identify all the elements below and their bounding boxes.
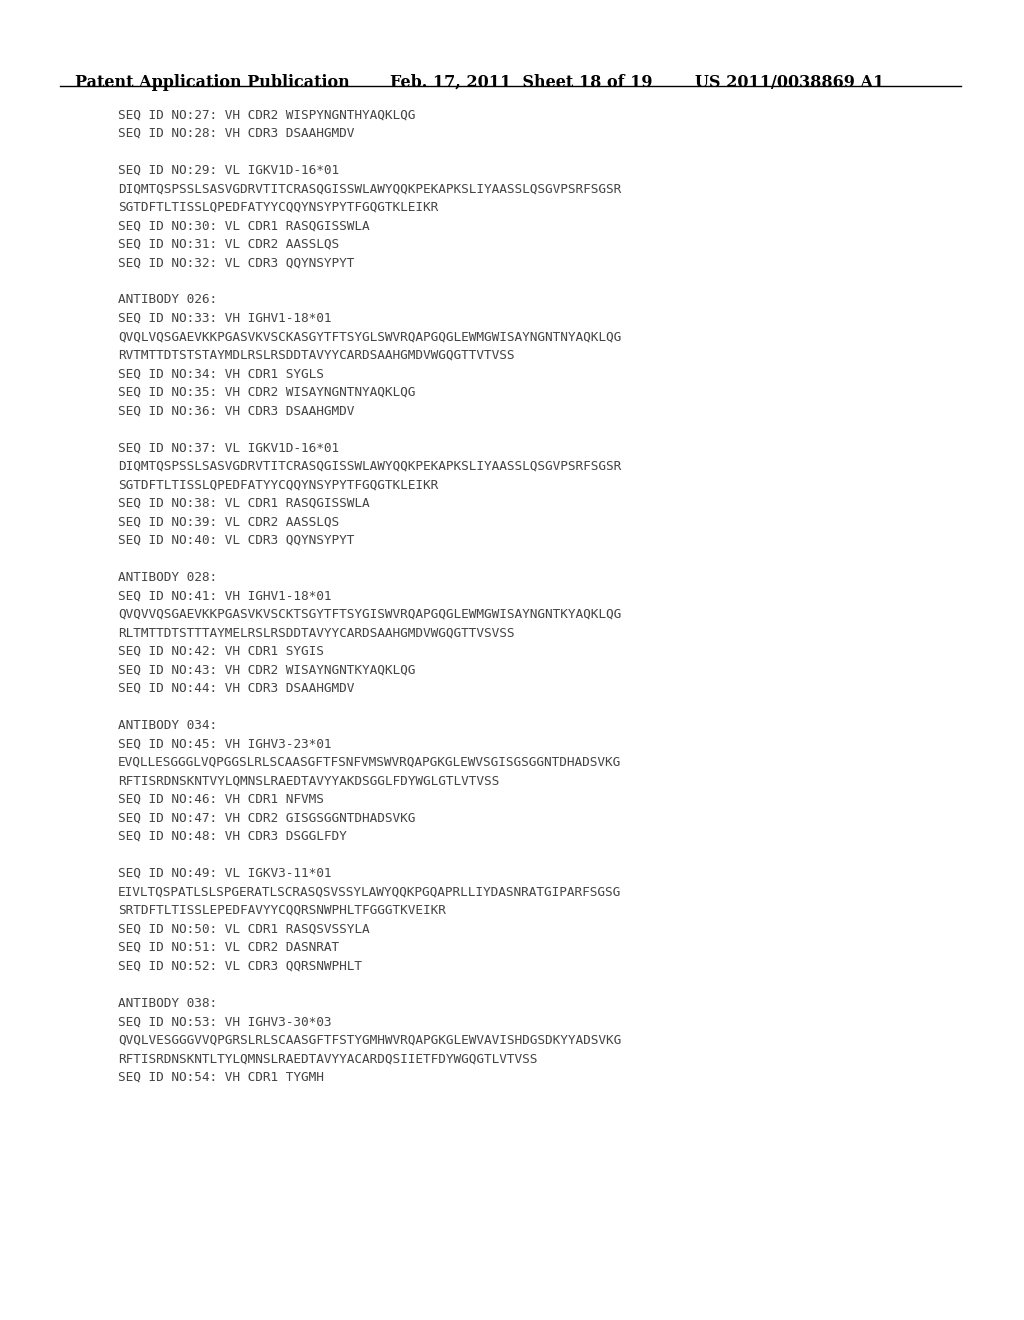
Text: SGTDFTLTISSLQPEDFATYYCQQYNSYPYTFGQGTKLEIKR: SGTDFTLTISSLQPEDFATYYCQQYNSYPYTFGQGTKLEI… <box>118 201 438 214</box>
Text: Feb. 17, 2011  Sheet 18 of 19: Feb. 17, 2011 Sheet 18 of 19 <box>390 74 652 91</box>
Text: SEQ ID NO:27: VH CDR2 WISPYNGNTHYAQKLQG: SEQ ID NO:27: VH CDR2 WISPYNGNTHYAQKLQG <box>118 108 415 121</box>
Text: QVQLVESGGGVVQPGRSLRLSCAASGFTFSTYGMHWVRQAPGKGLEWVAVISHDGSDKYYADSVKG: QVQLVESGGGVVQPGRSLRLSCAASGFTFSTYGMHWVRQA… <box>118 1034 621 1047</box>
Text: SEQ ID NO:47: VH CDR2 GISGSGGNTDHADSVKG: SEQ ID NO:47: VH CDR2 GISGSGGNTDHADSVKG <box>118 812 415 825</box>
Text: SEQ ID NO:34: VH CDR1 SYGLS: SEQ ID NO:34: VH CDR1 SYGLS <box>118 367 324 380</box>
Text: RFTISRDNSKNTVYLQMNSLRAEDTAVYYAKDSGGLFDYWGLGTLVTVSS: RFTISRDNSKNTVYLQMNSLRAEDTAVYYAKDSGGLFDYW… <box>118 775 499 788</box>
Text: SEQ ID NO:50: VL CDR1 RASQSVSSYLA: SEQ ID NO:50: VL CDR1 RASQSVSSYLA <box>118 923 370 936</box>
Text: ANTIBODY 034:: ANTIBODY 034: <box>118 719 217 733</box>
Text: SEQ ID NO:36: VH CDR3 DSAAHGMDV: SEQ ID NO:36: VH CDR3 DSAAHGMDV <box>118 404 354 417</box>
Text: SEQ ID NO:51: VL CDR2 DASNRAT: SEQ ID NO:51: VL CDR2 DASNRAT <box>118 941 339 954</box>
Text: SEQ ID NO:31: VL CDR2 AASSLQS: SEQ ID NO:31: VL CDR2 AASSLQS <box>118 238 339 251</box>
Text: EIVLTQSPATLSLSPGERATLSCRASQSVSSYLAWYQQKPGQAPRLLIYDASNRATGIPARFSGSG: EIVLTQSPATLSLSPGERATLSCRASQSVSSYLAWYQQKP… <box>118 886 621 899</box>
Text: SEQ ID NO:45: VH IGHV3-23*01: SEQ ID NO:45: VH IGHV3-23*01 <box>118 738 331 751</box>
Text: Patent Application Publication: Patent Application Publication <box>75 74 349 91</box>
Text: RLTMTTDTSTTTAYMELRSLRSDDTAVYYCARDSAAHGMDVWGQGTTVSVSS: RLTMTTDTSTTTAYMELRSLRSDDTAVYYCARDSAAHGMD… <box>118 627 514 639</box>
Text: SEQ ID NO:44: VH CDR3 DSAAHGMDV: SEQ ID NO:44: VH CDR3 DSAAHGMDV <box>118 682 354 694</box>
Text: SGTDFTLTISSLQPEDFATYYCQQYNSYPYTFGQGTKLEIKR: SGTDFTLTISSLQPEDFATYYCQQYNSYPYTFGQGTKLEI… <box>118 478 438 491</box>
Text: ANTIBODY 028:: ANTIBODY 028: <box>118 570 217 583</box>
Text: SEQ ID NO:30: VL CDR1 RASQGISSWLA: SEQ ID NO:30: VL CDR1 RASQGISSWLA <box>118 219 370 232</box>
Text: SEQ ID NO:28: VH CDR3 DSAAHGMDV: SEQ ID NO:28: VH CDR3 DSAAHGMDV <box>118 127 354 140</box>
Text: SEQ ID NO:29: VL IGKV1D-16*01: SEQ ID NO:29: VL IGKV1D-16*01 <box>118 164 339 177</box>
Text: EVQLLESGGGLVQPGGSLRLSCAASGFTFSNFVMSWVRQAPGKGLEWVSGISGSGGNTDHADSVKG: EVQLLESGGGLVQPGGSLRLSCAASGFTFSNFVMSWVRQA… <box>118 756 621 770</box>
Text: ANTIBODY 038:: ANTIBODY 038: <box>118 997 217 1010</box>
Text: RVTMTTDTSTSTAYMDLRSLRSDDTAVYYCARDSAAHGMDVWGQGTTVTVSS: RVTMTTDTSTSTAYMDLRSLRSDDTAVYYCARDSAAHGMD… <box>118 348 514 362</box>
Text: SEQ ID NO:48: VH CDR3 DSGGLFDY: SEQ ID NO:48: VH CDR3 DSGGLFDY <box>118 830 346 843</box>
Text: QVQVVQSGAEVKKPGASVKVSCKTSGYTFTSYGISWVRQAPGQGLEWMGWISAYNGNTKYAQKLQG: QVQVVQSGAEVKKPGASVKVSCKTSGYTFTSYGISWVRQA… <box>118 609 621 620</box>
Text: ANTIBODY 026:: ANTIBODY 026: <box>118 293 217 306</box>
Text: SEQ ID NO:38: VL CDR1 RASQGISSWLA: SEQ ID NO:38: VL CDR1 RASQGISSWLA <box>118 496 370 510</box>
Text: DIQMTQSPSSLSASVGDRVTITCRASQGISSWLAWYQQKPEKAPKSLIYAASSLQSGVPSRFSGSR: DIQMTQSPSSLSASVGDRVTITCRASQGISSWLAWYQQKP… <box>118 182 621 195</box>
Text: RFTISRDNSKNТLTYLQMNSLRAEDTAVYYACARDQSIIETFDYWGQGTLVTVSS: RFTISRDNSKNТLTYLQMNSLRAEDTAVYYACARDQSIIE… <box>118 1052 538 1065</box>
Text: SEQ ID NO:33: VH IGHV1-18*01: SEQ ID NO:33: VH IGHV1-18*01 <box>118 312 331 325</box>
Text: SEQ ID NO:49: VL IGKV3-11*01: SEQ ID NO:49: VL IGKV3-11*01 <box>118 867 331 880</box>
Text: SRTDFTLTISSLEPEDFAVYYCQQRSNWPHLTFGGGTKVEIKR: SRTDFTLTISSLEPEDFAVYYCQQRSNWPHLTFGGGTKVE… <box>118 904 445 917</box>
Text: SEQ ID NO:40: VL CDR3 QQYNSYPYT: SEQ ID NO:40: VL CDR3 QQYNSYPYT <box>118 533 354 546</box>
Text: SEQ ID NO:54: VH CDR1 TYGMH: SEQ ID NO:54: VH CDR1 TYGMH <box>118 1071 324 1084</box>
Text: SEQ ID NO:43: VH CDR2 WISAYNGNTKYAQKLQG: SEQ ID NO:43: VH CDR2 WISAYNGNTKYAQKLQG <box>118 664 415 676</box>
Text: SEQ ID NO:53: VH IGHV3-30*03: SEQ ID NO:53: VH IGHV3-30*03 <box>118 1015 331 1028</box>
Text: SEQ ID NO:46: VH CDR1 NFVMS: SEQ ID NO:46: VH CDR1 NFVMS <box>118 793 324 807</box>
Text: QVQLVQSGAEVKKPGASVKVSCKASGYTFTSYGLSWVRQAPGQGLEWMGWISAYNGNTNYAQKLQG: QVQLVQSGAEVKKPGASVKVSCKASGYTFTSYGLSWVRQA… <box>118 330 621 343</box>
Text: SEQ ID NO:39: VL CDR2 AASSLQS: SEQ ID NO:39: VL CDR2 AASSLQS <box>118 515 339 528</box>
Text: SEQ ID NO:35: VH CDR2 WISAYNGNTNYAQKLQG: SEQ ID NO:35: VH CDR2 WISAYNGNTNYAQKLQG <box>118 385 415 399</box>
Text: SEQ ID NO:52: VL CDR3 QQRSNWPHLT: SEQ ID NO:52: VL CDR3 QQRSNWPHLT <box>118 960 361 973</box>
Text: SEQ ID NO:32: VL CDR3 QQYNSYPYT: SEQ ID NO:32: VL CDR3 QQYNSYPYT <box>118 256 354 269</box>
Text: SEQ ID NO:42: VH CDR1 SYGIS: SEQ ID NO:42: VH CDR1 SYGIS <box>118 645 324 657</box>
Text: DIQMTQSPSSLSASVGDRVTITCRASQGISSWLAWYQQKPEKAPKSLIYAASSLQSGVPSRFSGSR: DIQMTQSPSSLSASVGDRVTITCRASQGISSWLAWYQQKP… <box>118 459 621 473</box>
Text: SEQ ID NO:41: VH IGHV1-18*01: SEQ ID NO:41: VH IGHV1-18*01 <box>118 590 331 602</box>
Text: US 2011/0038869 A1: US 2011/0038869 A1 <box>695 74 885 91</box>
Text: SEQ ID NO:37: VL IGKV1D-16*01: SEQ ID NO:37: VL IGKV1D-16*01 <box>118 441 339 454</box>
